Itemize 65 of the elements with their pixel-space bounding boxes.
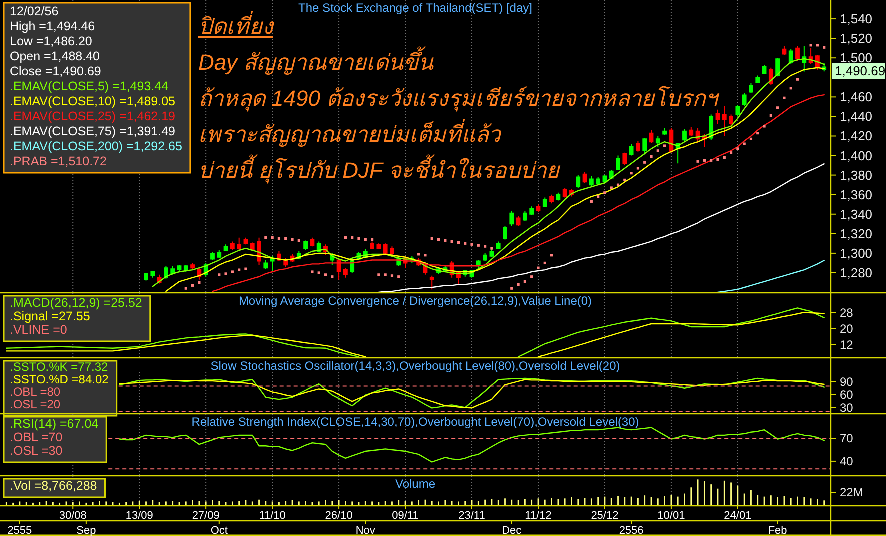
x-tick-label: 09/11 [392, 510, 419, 522]
y-tick-label: 1,520 [840, 31, 873, 46]
y-tick-label: 30 [840, 400, 854, 415]
ref-line-label: .OSL =20 [10, 398, 61, 412]
x-tick-label: 24/01 [724, 510, 752, 522]
annotation: Day สัญญาณขายเด่นขึ้น [198, 46, 435, 75]
y-tick-label: 28 [840, 306, 854, 320]
y-tick-label: 1,300 [840, 246, 873, 261]
text: 1,490.69 [835, 64, 886, 79]
ref-line-label: .OBL =80 [10, 385, 61, 399]
y-tick-label: 40 [840, 454, 854, 468]
y-tick-label: 1,500 [840, 50, 873, 66]
y-tick-label: 1,280 [840, 265, 873, 280]
annotation: ถ้าหลุด 1490 ต้องระวังแรงรุมเชียร์ขายจากหลายโบรกฯ [198, 86, 721, 112]
x-tick-label: 25/12 [591, 510, 619, 522]
chart-title: Volume [395, 477, 436, 491]
y-tick-label: 60 [840, 388, 854, 402]
x-tick-label: 2556 [619, 525, 644, 536]
x-tick-label: Feb [768, 525, 788, 536]
annotation: บ่ายนี้ ยุโรปกับ DJF จะชี้นำในรอบบ่าย [198, 154, 562, 184]
x-tick-label: 2555 [8, 525, 32, 536]
x-tick-label: 10/01 [658, 510, 686, 522]
legend: .RSI(14) =67.04 .OBL =70 .OSL =30 [3, 416, 108, 464]
annotation: เพราะสัญญาณขายบ่มเต็มที่แล้ว [198, 119, 502, 147]
x-tick-label: 26/10 [325, 510, 353, 522]
y-tick-label: 1,540 [840, 12, 873, 27]
y-tick-label: 1,340 [840, 206, 873, 222]
y-tick-label: 1,380 [840, 168, 873, 183]
series-label: .SSTO.%K =77.32 [10, 360, 108, 374]
y-tick-label: 1,420 [840, 128, 873, 144]
y-tick-label: 22M [840, 486, 864, 500]
chart-title: Relative Strength Index(CLOSE,14,30,70),Overbought Level(70),Oversold Level(30) [192, 415, 640, 429]
x-tick-label: Oct [210, 525, 228, 536]
x-tick-label: 11/10 [259, 510, 286, 522]
y-tick-label: 70 [840, 431, 854, 446]
series-label: .Vol =8,766,288 [10, 479, 98, 493]
x-tick-label: 11/12 [525, 510, 552, 522]
y-tick-label: 1,320 [840, 226, 873, 242]
x-tick-label: 23/11 [458, 510, 486, 522]
y-tick-label: 12 [840, 338, 854, 352]
y-tick-label: 1,360 [840, 187, 873, 202]
legend: .Vol =8,766,288 [3, 478, 106, 498]
chart-title: Slow Stochastics Oscillator(14,3,3),Overbought Level(80),Oversold Level(20) [210, 359, 620, 373]
chart-title: Moving Average Convergence / Divergence(26,12,9),Value Line(0) [238, 294, 592, 308]
y-tick-label: 1,400 [840, 148, 873, 164]
x-tick-label: Sep [76, 525, 96, 536]
y-tick-label: 1,440 [840, 109, 873, 124]
x-tick-label: 13/09 [126, 510, 154, 522]
legend: .MACD(26,12,9) =25.52 .Signal =27.55 .VLINE =0 [3, 295, 152, 342]
x-tick-label: 30/08 [59, 510, 87, 522]
x-tick-label: Nov [356, 525, 376, 536]
ref-line-label: .OBL =70 [10, 430, 63, 444]
chart-title: The Stock Exchange of Thailand(SET) [day] [298, 1, 532, 15]
legend-title: 12/02/56 High =1,494.46 Low =1,486.20 Open =1,488.40 Close =1,490.69 [10, 4, 102, 78]
annotation: .VLINE =0 [10, 323, 68, 337]
series-label: .SSTO.%D =84.02 [10, 372, 110, 386]
x-tick-label: Dec [502, 525, 522, 536]
series-label: .RSI(14) =67.04 [10, 417, 99, 431]
y-tick-label: 20 [840, 322, 854, 336]
ref-line-label: .OSL =30 [10, 444, 63, 458]
legend: 12/02/56 High =1,494.46 Low =1,486.20 Open =1,488.40 Close =1,490.69 .EMAV(CLOSE,5) =1,493.44 .EMAV(CLOSE,10) =1,489.05 .EMAV(CLOSE,25) =1,462.19 .EMAV(CLOSE,75) =1,391.49 .EMAV(CLOSE,200) =1,292.65 .PRAB =1,510.72 [3, 2, 192, 174]
y-tick-label: 90 [840, 374, 854, 389]
y-tick-label: 1,460 [840, 90, 873, 105]
x-tick-label: 27/09 [192, 510, 220, 522]
annotation: ปิดเที่ยง [198, 11, 276, 39]
